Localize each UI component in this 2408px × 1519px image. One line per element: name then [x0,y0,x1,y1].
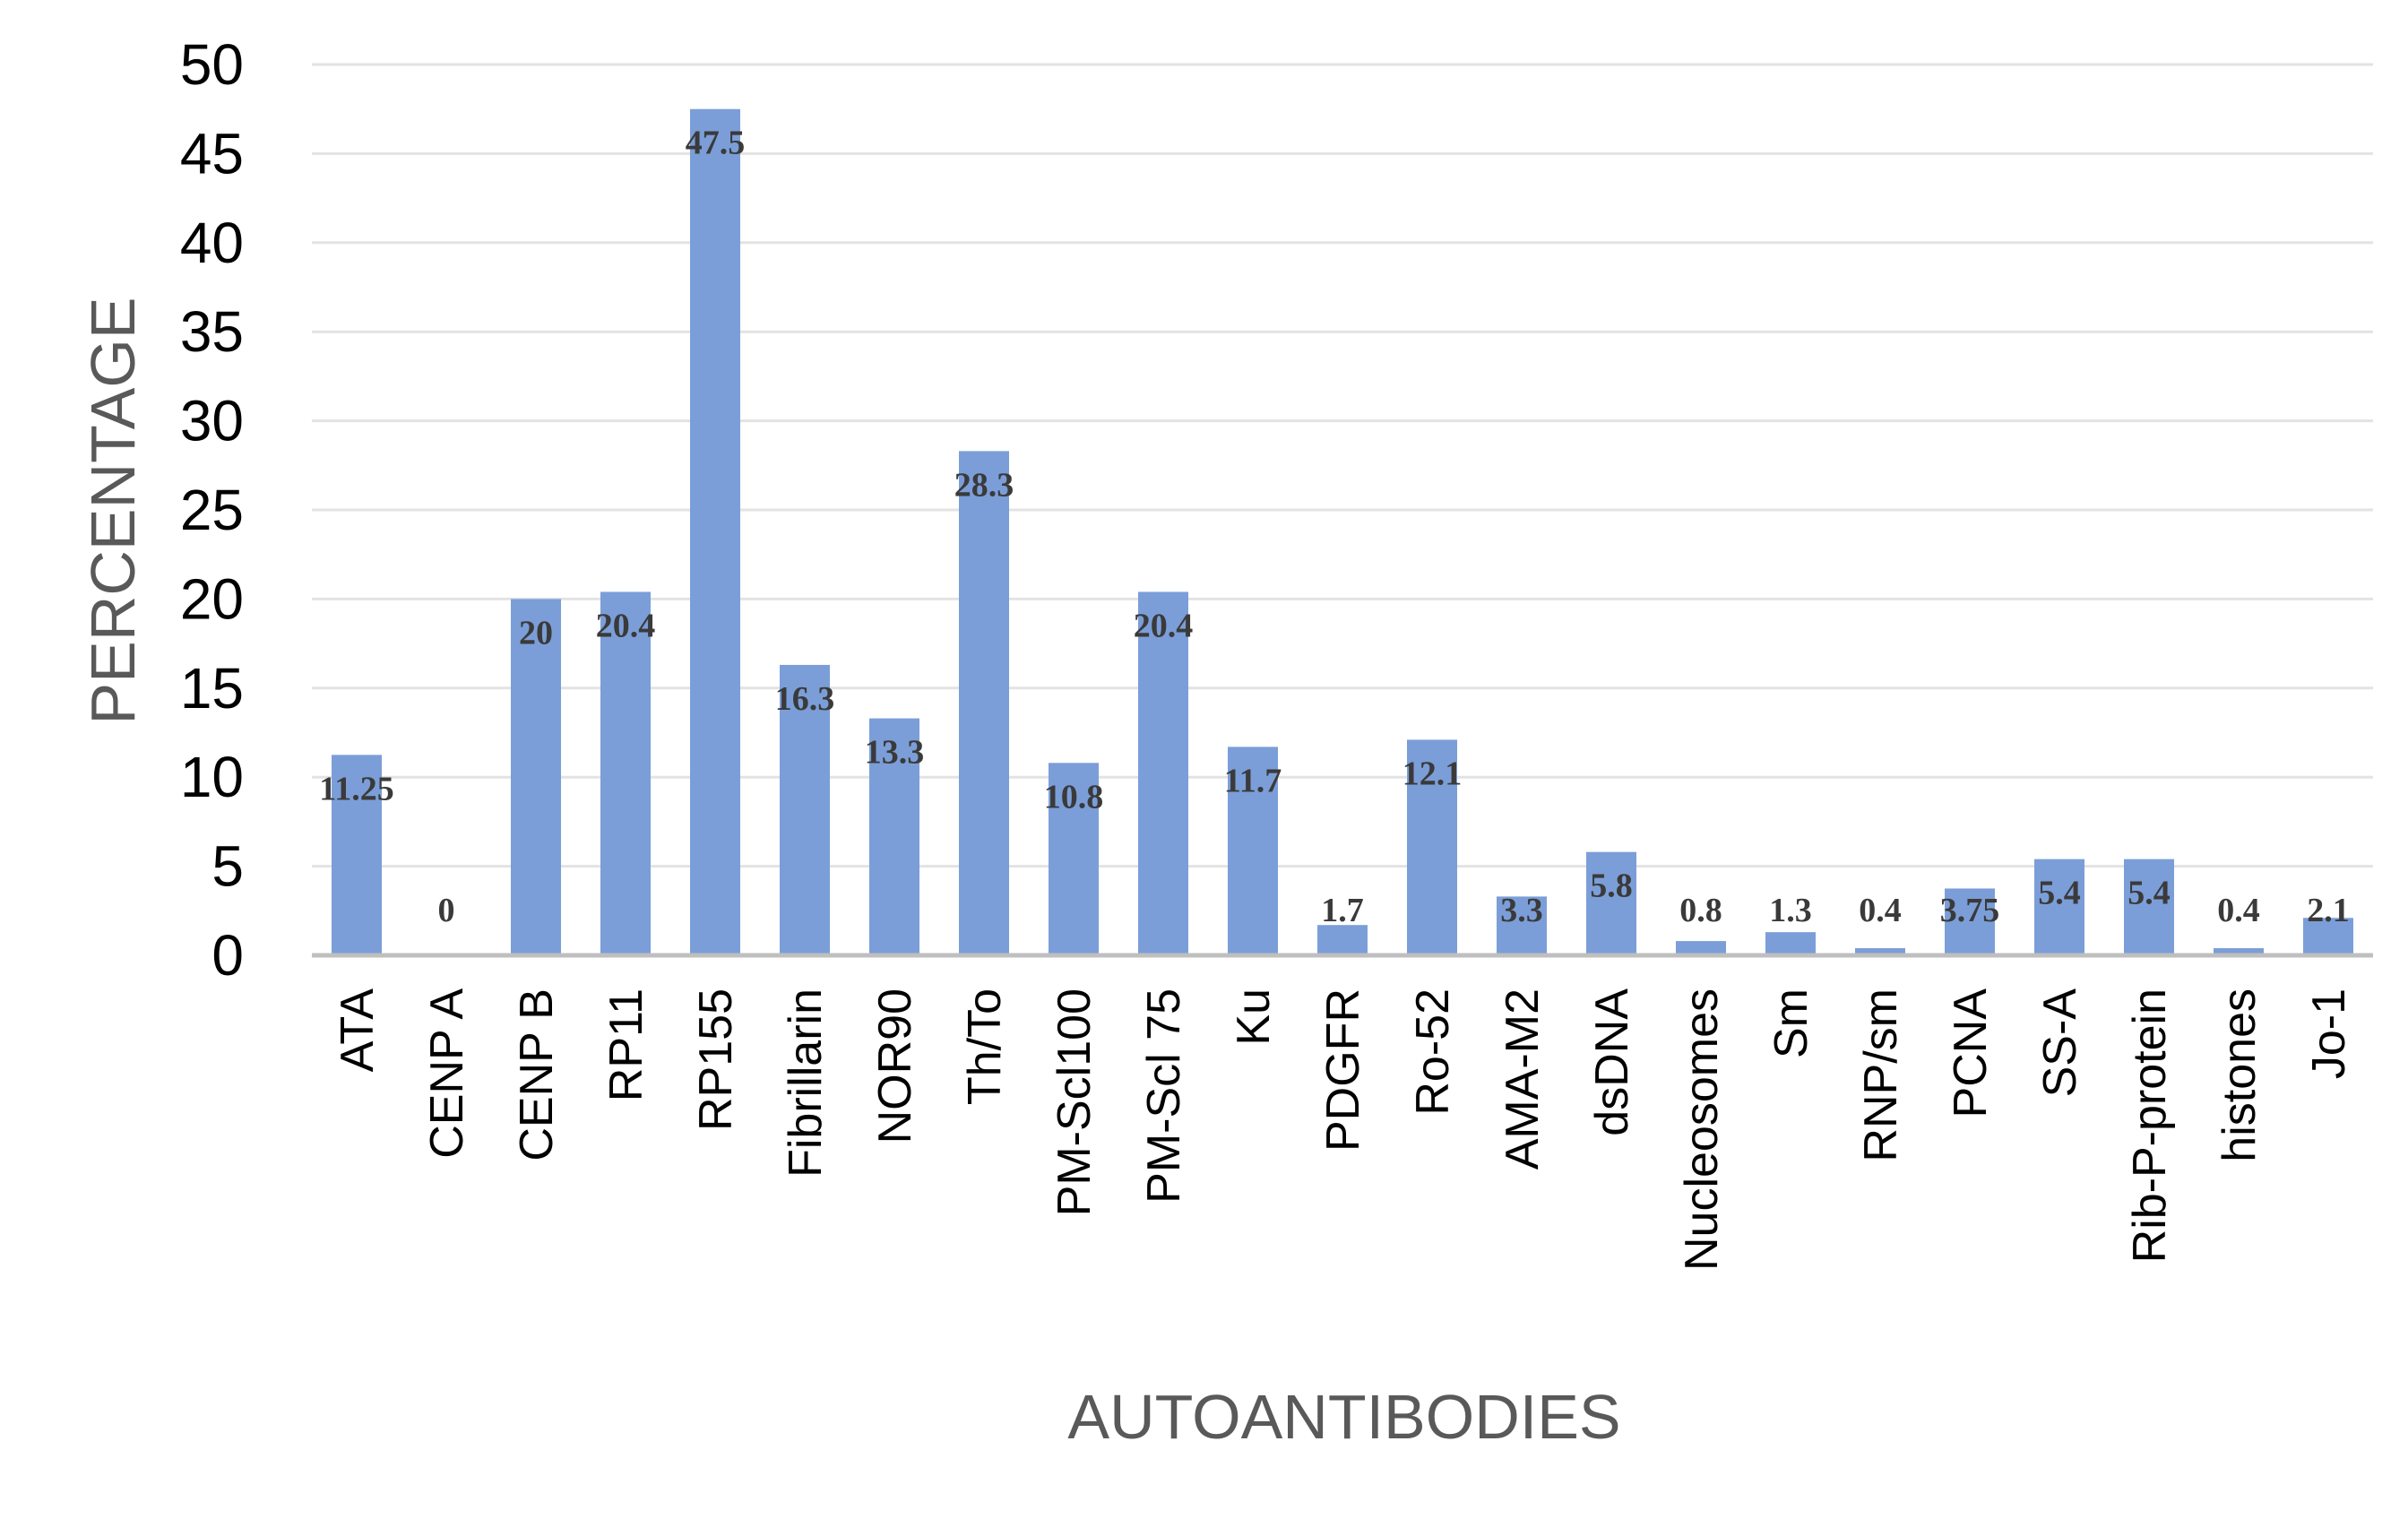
x-tick-label: dsDNA [1586,988,1638,1136]
data-label: 1.3 [1769,892,1812,929]
bar-ata [332,755,382,955]
bar-rnp-sm [1855,948,1905,955]
data-label: 47.5 [686,125,746,162]
x-tick-label: PCNA [1945,988,1997,1118]
x-tick-label: RP155 [690,988,742,1131]
bar-sm [1765,932,1816,955]
axes: 0 5 10 15 20 25 30 35 40 45 50 ATA CENP A CENP B RP11 R… [180,32,2373,1271]
data-label: 3.3 [1500,892,1543,929]
x-tick-label: RP11 [600,988,652,1101]
y-axis-title: PERCENTAGE [78,297,148,724]
x-tick-label: Ro-52 [1407,988,1459,1116]
x-tick-label: Fibrillarin [780,988,832,1178]
x-tick-label: PM-Scl 75 [1138,988,1190,1204]
bar-ku [1228,747,1278,955]
x-tick-label: Rib-P-protein [2124,988,2176,1263]
data-label: 0.4 [2217,892,2260,929]
x-tick-label: Sm [1765,988,1817,1058]
x-tick-label: NOR90 [869,988,921,1144]
y-tick-label: 35 [180,299,244,364]
data-label: 20 [519,614,553,652]
bar-ro-52 [1407,739,1457,955]
bars [332,108,2353,955]
bar-histones [2214,948,2264,955]
bar-rp155 [690,108,740,955]
bar-th-to [959,451,1009,955]
x-tick-label: RNP/sm [1855,988,1907,1162]
data-label: 16.3 [775,680,835,718]
x-tick-label: PDGFR [1317,988,1369,1152]
data-labels: 11.25 0 20 20.4 47.5 16.3 13.3 28.3 10.8 20.4 11.7… [319,125,2349,929]
bar-pm-scl-75 [1138,591,1188,955]
data-label: 0 [438,892,455,929]
data-label: 11.25 [319,770,393,807]
data-label: 2.1 [2307,892,2350,929]
x-tick-label: AMA-M2 [1497,988,1549,1169]
y-tick-label: 25 [180,478,244,542]
y-tick-label: 30 [180,389,244,453]
x-axis-title: AUTOANTIBODIES [1067,1382,1620,1452]
y-tick-label: 0 [211,923,244,988]
x-tick-label: Jo-1 [2303,988,2355,1079]
data-label: 12.1 [1403,755,1463,792]
data-label: 20.4 [596,607,656,644]
bar-nor90 [869,718,919,955]
bar-ama-m2 [1497,896,1547,955]
bar-pcna [1945,888,1995,955]
bar-cenp-b [511,599,561,955]
bar-ss-a [2034,859,2084,955]
y-tick-label: 20 [180,566,244,631]
bar-fibrillarin [780,664,830,955]
x-tick-label: ATA [332,988,384,1073]
data-label: 11.7 [1224,762,1282,799]
data-label: 10.8 [1044,778,1104,816]
data-label: 13.3 [865,734,925,772]
data-label: 3.75 [1940,892,2000,929]
x-tick-label: CENP A [421,988,473,1159]
data-label: 0.8 [1679,892,1722,929]
y-tick-label: 15 [180,656,244,721]
x-tick-label: PM-Scl100 [1049,988,1100,1216]
y-tick-label: 10 [180,745,244,809]
data-label: 28.3 [954,466,1014,504]
y-tick-label: 50 [180,32,244,97]
x-tick-label: Ku [1228,988,1280,1046]
bar-jo-1 [2303,918,2353,955]
data-label: 5.4 [2127,875,2171,912]
x-tick-label: SS-A [2034,988,2086,1098]
bar-dsdna [1586,851,1636,955]
data-label: 1.7 [1321,892,1364,929]
data-label: 5.4 [2038,875,2081,912]
bar-rp11 [600,591,651,955]
bar-nucleosomes [1676,941,1726,955]
x-tick-label: CENP B [511,988,563,1161]
bar-pdgfr [1317,925,1368,955]
y-tick-label: 45 [180,121,244,186]
y-tick-label: 40 [180,211,244,275]
x-tick-label: Nucleosomes [1676,988,1728,1271]
gridlines [312,63,2373,868]
y-tick-label: 5 [211,834,244,899]
data-label: 0.4 [1859,892,1902,929]
x-tick-label: histones [2214,988,2266,1162]
data-label: 5.8 [1590,867,1633,905]
bar-rib-p-protein [2124,859,2174,955]
bar-pm-scl100 [1049,763,1099,955]
data-label: 20.4 [1134,607,1194,644]
x-tick-label: Th/To [959,988,1011,1105]
